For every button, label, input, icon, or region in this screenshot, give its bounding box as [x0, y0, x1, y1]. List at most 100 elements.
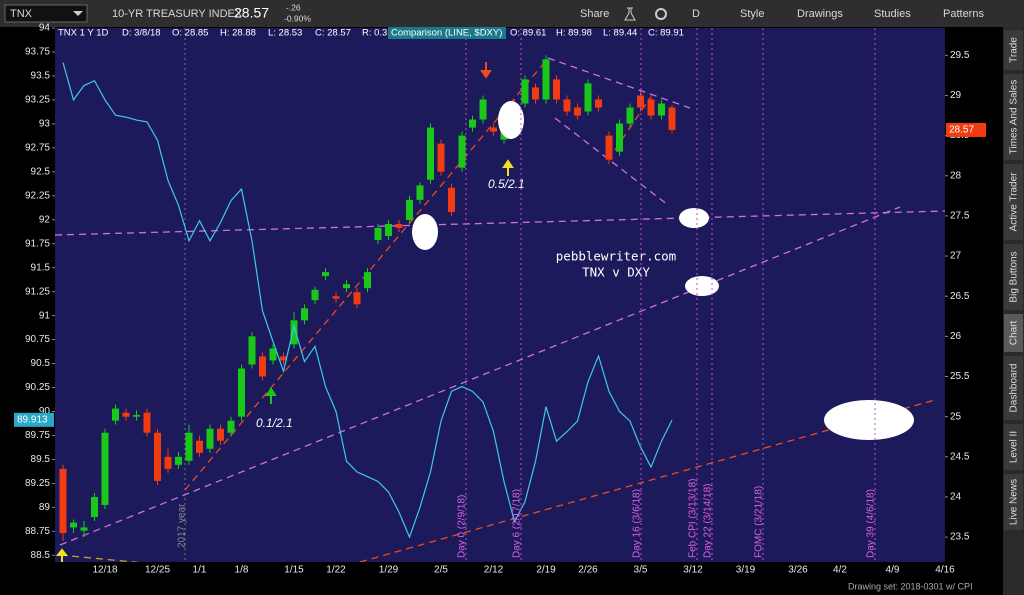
- side-tab[interactable]: Times And Sales: [1004, 74, 1023, 160]
- x-tick-label: 1/29: [379, 565, 399, 576]
- candle-body: [469, 119, 476, 128]
- side-tab[interactable]: Trade: [1004, 30, 1023, 70]
- info-text: L: 28.53: [268, 28, 302, 39]
- patterns-button[interactable]: Patterns: [943, 8, 984, 20]
- x-tick-label: 4/16: [935, 565, 955, 576]
- candle-body: [416, 185, 424, 200]
- annotation: pebblewriter.com: [556, 249, 676, 264]
- comparison-text: H: 89.98: [556, 28, 592, 39]
- candle-body: [343, 284, 350, 289]
- highlight: [498, 101, 524, 139]
- y2-tick-label: 23.5: [950, 532, 970, 543]
- y2-tick-label: 27.5: [950, 211, 970, 222]
- candle-body: [238, 368, 245, 417]
- candle-body: [668, 107, 676, 130]
- candle-body: [395, 223, 403, 228]
- event-label: Day 0 (2/9/18): [457, 495, 468, 558]
- drawings-button[interactable]: Drawings: [797, 8, 843, 20]
- button-label: D: [692, 8, 700, 20]
- share-button[interactable]: Share: [580, 8, 609, 20]
- tab-bg: [1004, 30, 1023, 70]
- candle-body: [154, 432, 161, 481]
- candle-body: [616, 123, 623, 152]
- side-tab[interactable]: Level II: [1004, 424, 1023, 470]
- side-tab[interactable]: Live News: [1004, 474, 1023, 530]
- candle-body: [448, 187, 455, 212]
- y-tick-label: 93.25: [25, 95, 50, 106]
- y-tick-label: 89.25: [25, 478, 50, 489]
- x-tick-label: 1/22: [326, 565, 346, 576]
- x-tick-label: 1/8: [235, 565, 249, 576]
- arrow-down: [480, 62, 492, 79]
- gear-icon[interactable]: [655, 8, 667, 20]
- candle-body: [427, 127, 434, 180]
- candle-body: [311, 289, 319, 301]
- arrow-up: [55, 548, 69, 562]
- info-text: O: 28.85: [172, 28, 208, 39]
- y-tick-label: 88.5: [31, 550, 51, 561]
- side-tab[interactable]: Big Buttons: [1004, 244, 1023, 310]
- y2-tick-label: 27: [950, 251, 962, 262]
- comparison-text: O: 89.61: [510, 28, 546, 39]
- symbol-input[interactable]: [4, 4, 88, 23]
- tab-label: Active Trader: [1009, 172, 1020, 232]
- line-series: [62, 62, 673, 539]
- x-tick-label: 2/19: [536, 565, 556, 576]
- candle-body: [80, 527, 88, 531]
- y-tick-label: 90: [39, 406, 51, 417]
- candle-body: [626, 107, 634, 124]
- candle-body: [143, 412, 151, 433]
- side-tab[interactable]: Dashboard: [1004, 356, 1023, 420]
- side-tab[interactable]: Chart: [1004, 314, 1023, 352]
- candle-body: [332, 296, 340, 299]
- candle-body: [458, 135, 466, 168]
- x-tick-label: 12/18: [92, 565, 117, 576]
- candle-body: [437, 143, 445, 172]
- info-text: H: 28.88: [220, 28, 256, 39]
- arrow-up: [265, 387, 277, 404]
- y-tick-label: 94: [39, 23, 51, 34]
- info-text: TNX 1 Y 1D: [58, 28, 108, 39]
- aggregation-button[interactable]: D: [692, 8, 700, 20]
- event-label: Day 39 (4/6/18): [866, 489, 877, 558]
- y-tick-label: 92: [39, 214, 51, 225]
- candle-body: [59, 468, 67, 534]
- candle-body: [595, 99, 602, 108]
- info-text: D: 3/8/18: [122, 28, 161, 39]
- toolbar: [0, 0, 1024, 27]
- tab-label: Level II: [1009, 431, 1020, 463]
- tab-label: Dashboard: [1009, 364, 1020, 413]
- y-tick-label: 92.25: [25, 190, 50, 201]
- flask-icon[interactable]: [624, 7, 636, 21]
- dropdown-icon: [73, 11, 83, 16]
- event-label: FOMC (3/21/18): [754, 486, 765, 558]
- x-tick-label: 4/2: [833, 565, 847, 576]
- y-tick-label: 90.5: [31, 358, 51, 369]
- studies-button[interactable]: Studies: [874, 8, 911, 20]
- candle-body: [164, 456, 172, 469]
- candle-body: [521, 79, 529, 104]
- trendline: [55, 210, 945, 236]
- y-tick-label: 91.75: [25, 238, 50, 249]
- trendline: [59, 206, 901, 546]
- description: 10-YR TREASURY INDEX: [112, 8, 243, 20]
- y-tick-label: 91.5: [31, 262, 51, 273]
- plot-area: [55, 28, 945, 562]
- candle-body: [91, 496, 98, 518]
- y2-tick-label: 26.5: [950, 291, 970, 302]
- candle-body: [227, 420, 235, 433]
- button-label: Studies: [874, 8, 911, 20]
- candle-body: [364, 272, 371, 289]
- x-tick-label: 3/26: [788, 565, 808, 576]
- y-tick-label: 91.25: [25, 286, 50, 297]
- x-tick-label: 1/15: [284, 565, 304, 576]
- x-tick-label: 2/5: [434, 565, 448, 576]
- last-value-label: 89.913: [17, 414, 48, 425]
- info-text: C: 28.57: [315, 28, 351, 39]
- style-button[interactable]: Style: [740, 8, 764, 20]
- tab-label: Times And Sales: [1009, 80, 1020, 155]
- comparison-text: Comparison (LINE, $DXY): [391, 28, 502, 39]
- y-tick-label: 89.5: [31, 454, 51, 465]
- side-tab[interactable]: Active Trader: [1004, 164, 1023, 240]
